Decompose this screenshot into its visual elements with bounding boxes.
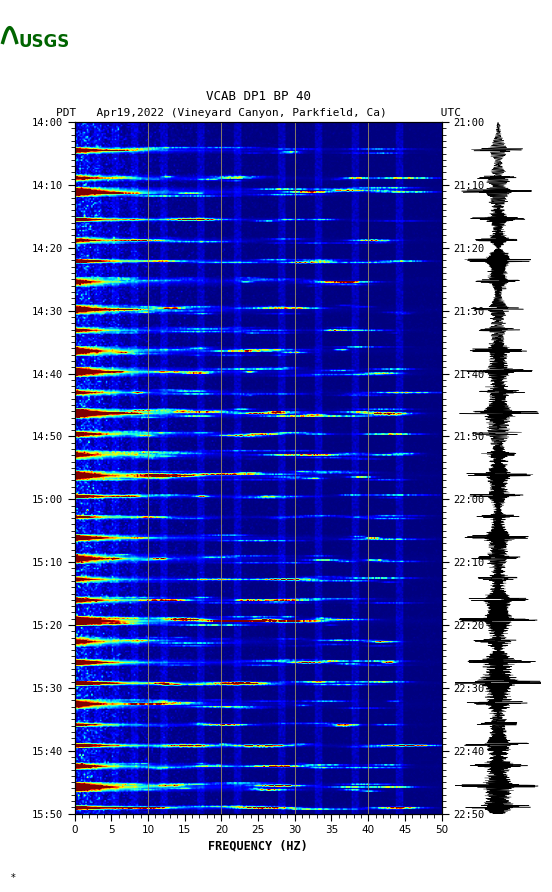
Text: *: * <box>11 873 16 883</box>
Text: USGS: USGS <box>18 33 70 52</box>
X-axis label: FREQUENCY (HZ): FREQUENCY (HZ) <box>208 839 308 853</box>
Text: VCAB DP1 BP 40: VCAB DP1 BP 40 <box>205 90 311 103</box>
Text: PDT   Apr19,2022 (Vineyard Canyon, Parkfield, Ca)        UTC: PDT Apr19,2022 (Vineyard Canyon, Parkfie… <box>56 108 460 119</box>
